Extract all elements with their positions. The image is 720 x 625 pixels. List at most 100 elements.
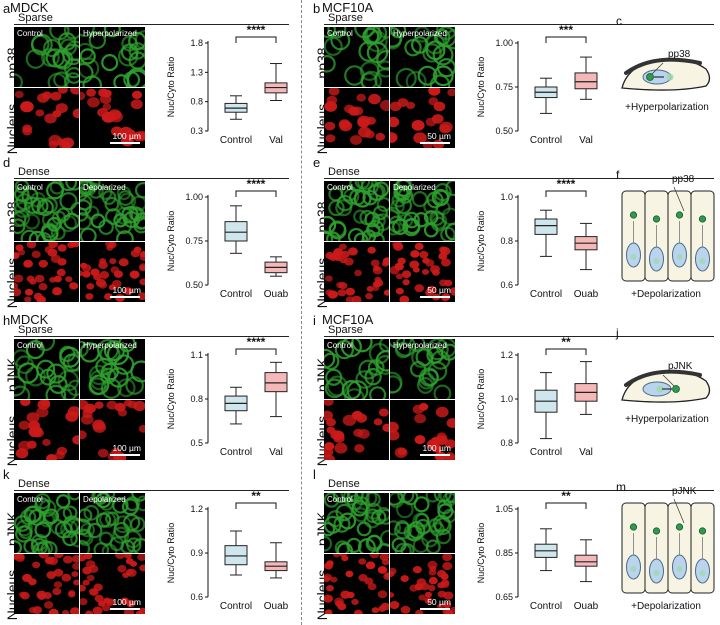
nucleus-spot xyxy=(138,607,145,614)
nucleus-spot xyxy=(137,554,145,561)
nucleus-spot xyxy=(336,281,344,289)
significance-stars: ** xyxy=(251,489,261,503)
image-label-right: Depolarized xyxy=(83,183,126,192)
cell-outline xyxy=(390,520,401,536)
cell-outline xyxy=(364,368,382,386)
panel-letter: j xyxy=(615,326,619,340)
cell-outline xyxy=(395,67,417,87)
panel-letter: m xyxy=(616,480,626,494)
nucleus-spot xyxy=(98,261,108,270)
nucleus-spot xyxy=(395,273,403,280)
protein-dot-faded xyxy=(676,254,683,260)
protein-dot xyxy=(652,527,661,535)
cell-outline xyxy=(392,218,409,235)
micrograph-canvas xyxy=(14,339,79,399)
nucleus-spot xyxy=(324,562,333,570)
nucleus-spot xyxy=(139,264,145,272)
cell-outline xyxy=(63,27,79,40)
significance-bracket xyxy=(545,502,587,509)
boxplot-a: Nuc/Cyto Ratio 0.3 0.8 1.3 1.8 Control Val **** xyxy=(166,23,288,146)
nucleus-spot xyxy=(374,276,382,283)
cell-edge xyxy=(624,57,702,75)
nucleus-spot xyxy=(337,289,347,297)
cell-outline xyxy=(410,36,429,54)
image-label-right: Depolarized xyxy=(83,495,126,504)
significance-stars: ** xyxy=(561,489,571,503)
cell-outline xyxy=(328,199,345,217)
nucleus-spot xyxy=(340,590,351,599)
nucleus-spot xyxy=(18,420,30,430)
nucleus-spot xyxy=(366,286,374,292)
nucleus-spot xyxy=(440,573,449,580)
cell-outline xyxy=(14,515,31,532)
nucleus-spot xyxy=(444,279,453,287)
image-label-left: Control xyxy=(17,183,43,192)
cell-outline xyxy=(365,493,381,508)
nucleus-spot xyxy=(367,583,377,591)
scale-bar-label: 100 µm xyxy=(422,443,451,453)
nucleus-spot xyxy=(72,108,79,119)
micrograph-protein: Control xyxy=(324,493,389,553)
schematic-caption: +Depolarization xyxy=(631,601,701,612)
x-category-label: Ouab xyxy=(264,601,289,612)
nucleus-spot xyxy=(366,116,376,125)
cell-outline xyxy=(442,508,455,524)
box-control xyxy=(534,528,558,572)
condition-label: Sparse xyxy=(328,12,363,24)
micrograph-canvas xyxy=(14,242,79,302)
cell-outline xyxy=(101,190,117,205)
cell-outline xyxy=(103,27,121,38)
image-label-right: Depolarized xyxy=(393,183,436,192)
y-tick-label: 1.0 xyxy=(500,394,513,404)
x-category-label: Ouab xyxy=(574,601,599,612)
nucleus-spot xyxy=(450,287,455,294)
nucleus-spot xyxy=(124,554,132,559)
nucleus-spot xyxy=(377,566,388,574)
nucleus-spot xyxy=(109,258,117,265)
cell-outline xyxy=(425,493,441,503)
significance-bracket xyxy=(235,502,277,509)
nucleus-spot xyxy=(351,295,362,302)
nucleus-spot xyxy=(115,554,126,559)
nucleus-spot xyxy=(420,582,430,591)
nucleus-spot xyxy=(99,271,110,279)
nucleus-spot xyxy=(31,250,41,259)
cell-outline xyxy=(419,367,439,387)
micrograph-protein: Hyperpolarized xyxy=(80,27,145,87)
cell-outline xyxy=(87,522,103,539)
nucleus-spot xyxy=(82,409,93,419)
nucleus-spot xyxy=(104,293,113,300)
cell-outline xyxy=(379,529,389,547)
cell-outline xyxy=(328,220,346,238)
cell-outline xyxy=(14,375,26,397)
y-axis-label: Nuc/Cyto Ratio xyxy=(476,523,486,584)
nucleus-spot xyxy=(424,597,433,604)
nucleus-spot xyxy=(332,554,341,558)
nucleus-spot xyxy=(80,598,88,606)
nucleus-spot xyxy=(28,578,37,586)
box-val xyxy=(264,63,288,101)
condition-rule xyxy=(14,178,289,179)
cell-outline xyxy=(353,493,370,506)
micrograph-protein: Control xyxy=(324,181,389,241)
cell-outline xyxy=(426,339,449,361)
cell-outline xyxy=(80,522,95,538)
nucleus-spot xyxy=(14,274,24,283)
schematic-caption: +Hyperpolarization xyxy=(625,414,709,425)
nucleus-spot xyxy=(53,581,63,589)
cell-outline xyxy=(106,342,130,366)
nucleus-spot xyxy=(345,287,356,296)
cell-outline xyxy=(80,342,100,363)
micrograph-canvas xyxy=(80,339,145,399)
cell-outline xyxy=(367,359,385,376)
nucleus-spot xyxy=(339,120,353,132)
box-control xyxy=(534,209,558,257)
nucleus-spot xyxy=(111,447,121,456)
micrograph-canvas xyxy=(390,88,455,148)
nucleus-spot xyxy=(56,268,66,277)
nucleus-spot xyxy=(42,91,52,100)
protein-dot-faded xyxy=(699,258,706,264)
cell-outline xyxy=(47,72,67,87)
nucleus-spot xyxy=(397,257,406,265)
nucleus-spot xyxy=(92,421,107,433)
